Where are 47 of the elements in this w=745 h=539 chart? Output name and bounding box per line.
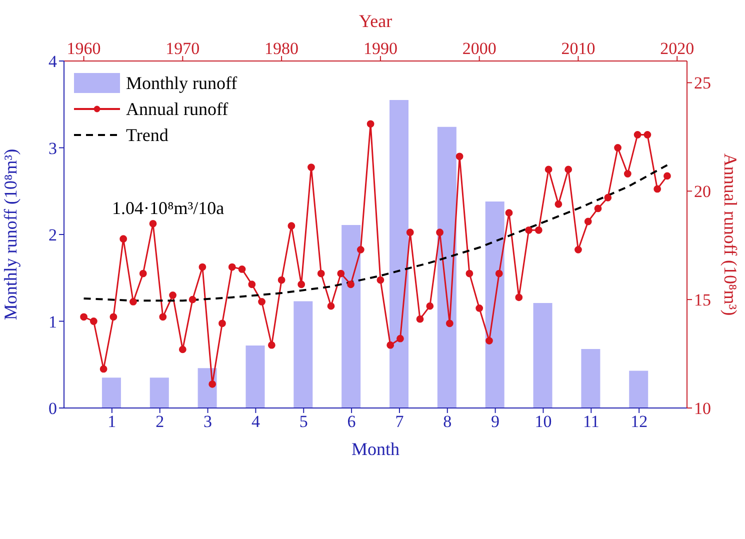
x2-tick-label: 1980: [264, 39, 299, 58]
y2-tick-label: 4: [48, 52, 58, 72]
y-axis-title: Annual runoff (10⁸m³): [720, 153, 741, 316]
legend-label: Trend: [126, 124, 168, 146]
bar: [246, 346, 265, 408]
x-tick-label: 5: [299, 412, 308, 432]
x2-tick-label: 1970: [166, 39, 200, 58]
x-axis-title: Month: [351, 439, 400, 459]
x-tick-label: 9: [491, 412, 500, 432]
y2-tick-label: 3: [48, 138, 57, 158]
bar: [533, 303, 552, 408]
x-tick-label: 6: [347, 412, 356, 432]
y2-tick-label: 2: [48, 226, 57, 245]
bar: [581, 349, 600, 408]
x-tick-label: 3: [204, 412, 212, 432]
x2-tick-label: 1960: [66, 39, 101, 58]
y2-tick-label: 1: [48, 312, 57, 332]
x-tick-label: 11: [582, 412, 600, 432]
bar: [150, 378, 169, 408]
bar: [342, 224, 361, 408]
legend-label: Monthly runoff: [126, 72, 238, 94]
x-tick-label: 4: [251, 412, 260, 432]
x2-tick-label: 2000: [462, 39, 496, 58]
x2-tick-label: 2010: [561, 39, 596, 58]
x-tick-label: 8: [443, 412, 452, 432]
x2-axis-title: Year: [358, 10, 392, 31]
y-tick-label: 20: [694, 182, 711, 202]
bar: [629, 370, 648, 408]
bar: [294, 301, 313, 408]
annotation: 1.04·10⁸m³/10a: [112, 198, 224, 219]
y2-tick-label: 0: [48, 399, 57, 418]
bar: [485, 202, 504, 408]
y-tick-label: 25: [694, 74, 711, 93]
x2-tick-label: 1990: [363, 39, 398, 58]
x2-tick-label: 2020: [660, 39, 694, 58]
y-tick-label: 10: [694, 399, 711, 418]
bar: [437, 126, 456, 408]
x-tick-label: 1: [108, 412, 116, 432]
bar: [390, 100, 408, 408]
x-tick-label: 2: [156, 412, 164, 432]
x-tick-label: 10: [534, 412, 552, 432]
x-tick-label: 7: [395, 412, 404, 432]
legend-label: Annual runoff: [126, 98, 228, 120]
x-tick-label: 12: [630, 412, 648, 432]
bar: [102, 378, 121, 408]
y-tick-label: 15: [694, 290, 711, 310]
y2-axis-title: Monthly runoff (10⁸m³): [0, 148, 20, 320]
